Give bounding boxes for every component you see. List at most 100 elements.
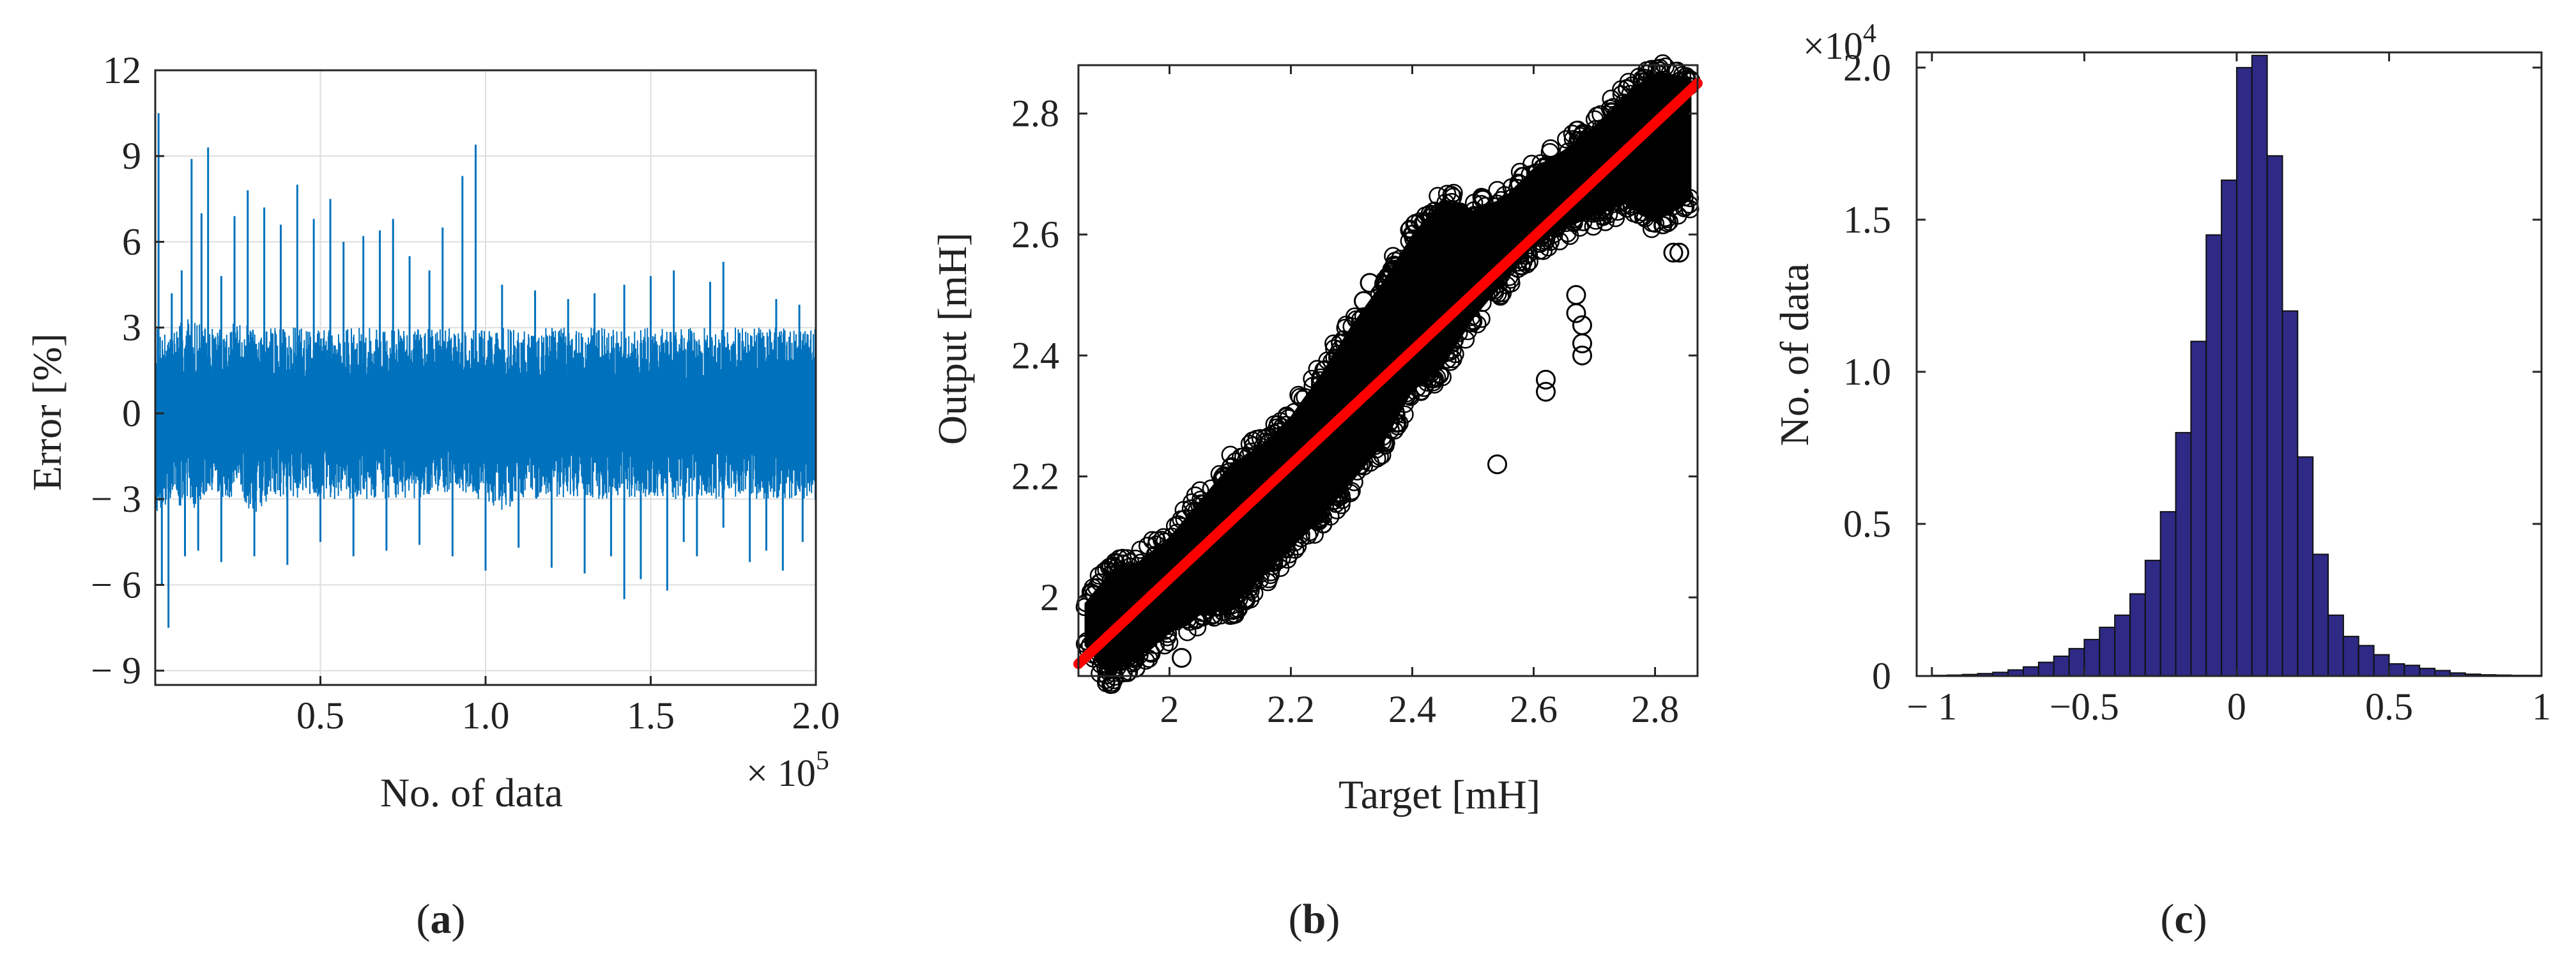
b-scatter-point <box>1642 220 1661 238</box>
b-scatter-point <box>1100 558 1119 576</box>
b-scatter-point <box>1155 636 1174 655</box>
c-histogram-bar <box>2190 341 2207 677</box>
c-histogram-bar <box>2159 511 2177 677</box>
a-x-tick-label: 1.0 <box>462 695 510 737</box>
b-scatter-point <box>1632 79 1651 97</box>
b-x-tick-label: 2.2 <box>1267 688 1315 730</box>
b-scatter-point <box>1263 557 1282 576</box>
c-histogram-bar <box>2022 666 2039 677</box>
b-scatter-point <box>1488 181 1506 199</box>
b-scatter-point <box>1271 412 1290 431</box>
b-scatter-point <box>1153 530 1171 549</box>
b-scatter-point <box>1472 195 1491 213</box>
a-y-axis-label: Error [%] <box>24 334 70 491</box>
c-histogram-bar <box>2358 645 2375 677</box>
b-scatter-point <box>1305 525 1324 544</box>
b-scatter-point <box>1665 192 1683 211</box>
c-histogram-bar <box>2175 432 2192 677</box>
a-y-tick-label: − 9 <box>91 650 141 692</box>
b-scatter-point <box>1566 285 1586 305</box>
b-scatter-point <box>1253 438 1272 456</box>
b-scatter-point <box>1400 219 1420 238</box>
c-histogram-bar <box>2114 614 2131 677</box>
b-scatter-point <box>1354 291 1374 311</box>
b-scatter-point <box>1121 557 1140 576</box>
b-y-tick-label: 2.8 <box>1011 93 1059 135</box>
b-scatter-point <box>1572 333 1592 353</box>
b-scatter-point <box>1571 127 1590 146</box>
b-scatter-point <box>1354 307 1373 326</box>
b-scatter-point <box>1579 128 1598 146</box>
c-histogram-bar <box>2419 668 2436 677</box>
c-histogram-bar <box>2327 614 2344 677</box>
b-scatter-point <box>1425 202 1443 220</box>
b-scatter-point <box>1508 178 1527 197</box>
b-scatter-point <box>1178 622 1197 641</box>
b-scatter-point <box>1131 553 1150 572</box>
b-scatter-point <box>1456 330 1475 349</box>
b-scatter-point <box>1381 265 1400 284</box>
b-scatter-point <box>1400 220 1418 240</box>
b-scatter-point <box>1397 384 1416 403</box>
b-scatter-point <box>1280 545 1299 564</box>
b-scatter-point <box>1536 369 1556 390</box>
a-y-tick-label: 9 <box>122 135 141 177</box>
b-scatter-point <box>1653 216 1672 234</box>
b-scatter-point <box>1450 323 1468 342</box>
caption-b: (b) <box>1289 896 1340 942</box>
b-scatter-point <box>1251 429 1270 447</box>
a-x-tick-label: 0.5 <box>296 695 344 737</box>
b-scatter-point <box>1191 481 1209 500</box>
b-scatter-point <box>1422 206 1441 224</box>
c-histogram-bar <box>2342 636 2359 677</box>
b-scatter-point <box>1463 311 1482 330</box>
c-axes-frame <box>1915 51 2543 677</box>
b-scatter-point <box>1331 484 1349 503</box>
a-y-tick-label: 0 <box>122 392 141 434</box>
b-scatter-point <box>1270 427 1289 445</box>
a-x-exponent: × 105 <box>746 746 829 794</box>
b-scatter-point <box>1472 188 1491 206</box>
a-x-axis-label: No. of data <box>380 770 563 815</box>
b-scatter-point <box>1385 421 1404 440</box>
b-scatter-point <box>1243 573 1262 592</box>
b-scatter-point <box>1563 212 1583 231</box>
b-scatter-point <box>1612 85 1631 104</box>
b-scatter-point <box>1116 562 1135 581</box>
b-scatter-point <box>1351 311 1370 329</box>
b-scatter-point <box>1236 590 1255 608</box>
b-scatter-point <box>1374 274 1393 293</box>
b-plot-area <box>1073 54 1703 695</box>
b-scatter-point <box>1443 341 1462 359</box>
c-ticks: − 1 −0.5 0 0.5 1 0 0.5 1.0 1.5 2.0 <box>1843 47 2551 728</box>
b-scatter-point <box>1557 213 1575 233</box>
b-scatter-point <box>1321 507 1340 526</box>
a-x-exponent-base: × 10 <box>746 752 816 794</box>
b-scatter-point <box>1604 98 1623 116</box>
b-x-tick-label: 2 <box>1160 688 1179 730</box>
b-x-tick-label: 2.6 <box>1510 688 1558 730</box>
b-scatter-point <box>1215 466 1234 485</box>
c-histogram-bar <box>2373 654 2390 677</box>
b-scatter-point <box>1487 454 1507 475</box>
c-histogram-bar <box>2083 638 2101 677</box>
a-y-tick-label: 6 <box>122 220 141 263</box>
b-scatter-point <box>1557 130 1575 149</box>
b-scatter-point <box>1156 532 1174 551</box>
b-scatter-point <box>1200 597 1219 616</box>
a-x-tick-label: 1.5 <box>627 695 675 737</box>
c-y-tick-label: 2.0 <box>1843 47 1891 89</box>
b-scatter-point <box>1612 80 1630 99</box>
b-x-tick-label: 2.8 <box>1631 688 1679 730</box>
b-scatter-point <box>1441 352 1460 371</box>
c-x-tick-label: 0.5 <box>2365 686 2413 728</box>
b-scatter-point <box>1142 644 1161 663</box>
b-scatter-point <box>1588 107 1606 125</box>
c-y-tick-label: 0 <box>1872 655 1891 697</box>
b-scatter-point <box>1541 139 1560 158</box>
c-x-tick-label: 0 <box>2227 686 2246 728</box>
b-x-axis-label: Target [mH] <box>1338 772 1540 817</box>
b-scatter-point <box>1325 349 1344 367</box>
c-y-tick-label: 1.0 <box>1843 351 1891 393</box>
b-scatter-point <box>1539 238 1558 257</box>
